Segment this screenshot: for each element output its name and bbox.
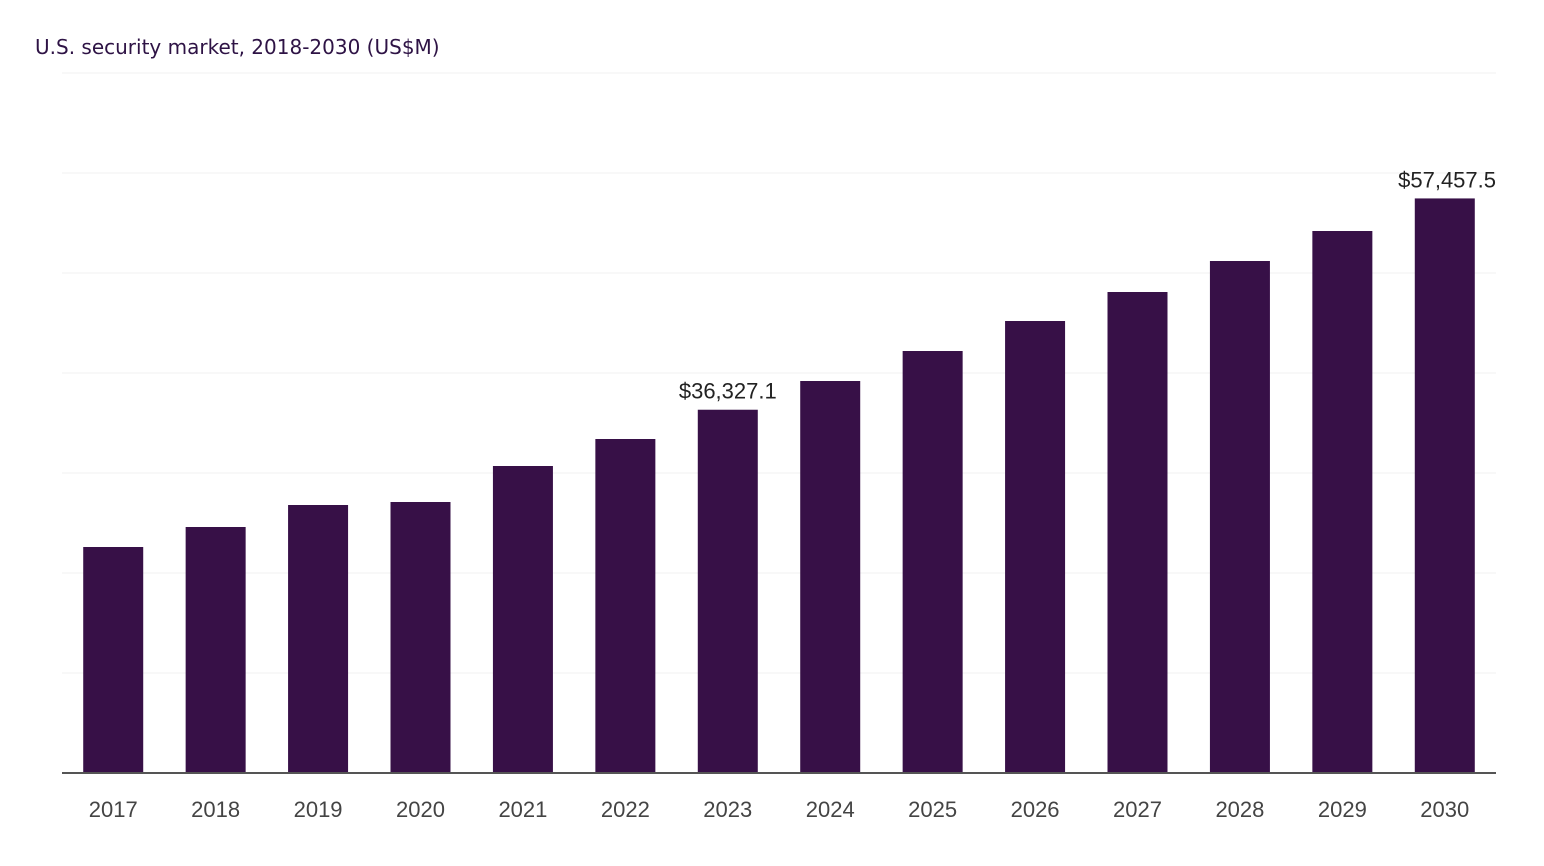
bar-2025 [902, 351, 963, 773]
bar-2029 [1312, 231, 1373, 773]
x-tick-label: 2030 [1420, 797, 1469, 822]
bar-2018 [185, 527, 246, 773]
x-tick-label: 2020 [396, 797, 445, 822]
chart-title: U.S. security market, 2018-2030 (US$M) [35, 35, 440, 59]
x-tick-label: 2019 [294, 797, 343, 822]
x-tick-label: 2025 [908, 797, 957, 822]
bar-2028 [1209, 261, 1270, 773]
data-label: $36,327.1 [679, 379, 777, 404]
x-tick-label: 2023 [703, 797, 752, 822]
bar-2020 [390, 502, 451, 773]
bar-2030 [1414, 198, 1475, 774]
x-tick-label: 2022 [601, 797, 650, 822]
x-tick-label: 2018 [191, 797, 240, 822]
x-tick-label: 2029 [1318, 797, 1367, 822]
bar-2019 [288, 505, 349, 773]
bar-2027 [1107, 292, 1168, 773]
x-tick-label: 2027 [1113, 797, 1162, 822]
bar-2023 [697, 409, 758, 773]
x-tick-label: 2024 [806, 797, 855, 822]
x-tick-label: 2021 [498, 797, 547, 822]
bar-2024 [800, 381, 861, 773]
bar-2026 [1005, 321, 1066, 773]
bar-2017 [83, 547, 144, 773]
bar-2021 [492, 466, 553, 773]
data-label: $57,457.5 [1398, 167, 1496, 192]
bar-2022 [595, 439, 656, 773]
x-tick-label: 2026 [1011, 797, 1060, 822]
x-tick-label: 2028 [1215, 797, 1264, 822]
x-tick-label: 2017 [89, 797, 138, 822]
